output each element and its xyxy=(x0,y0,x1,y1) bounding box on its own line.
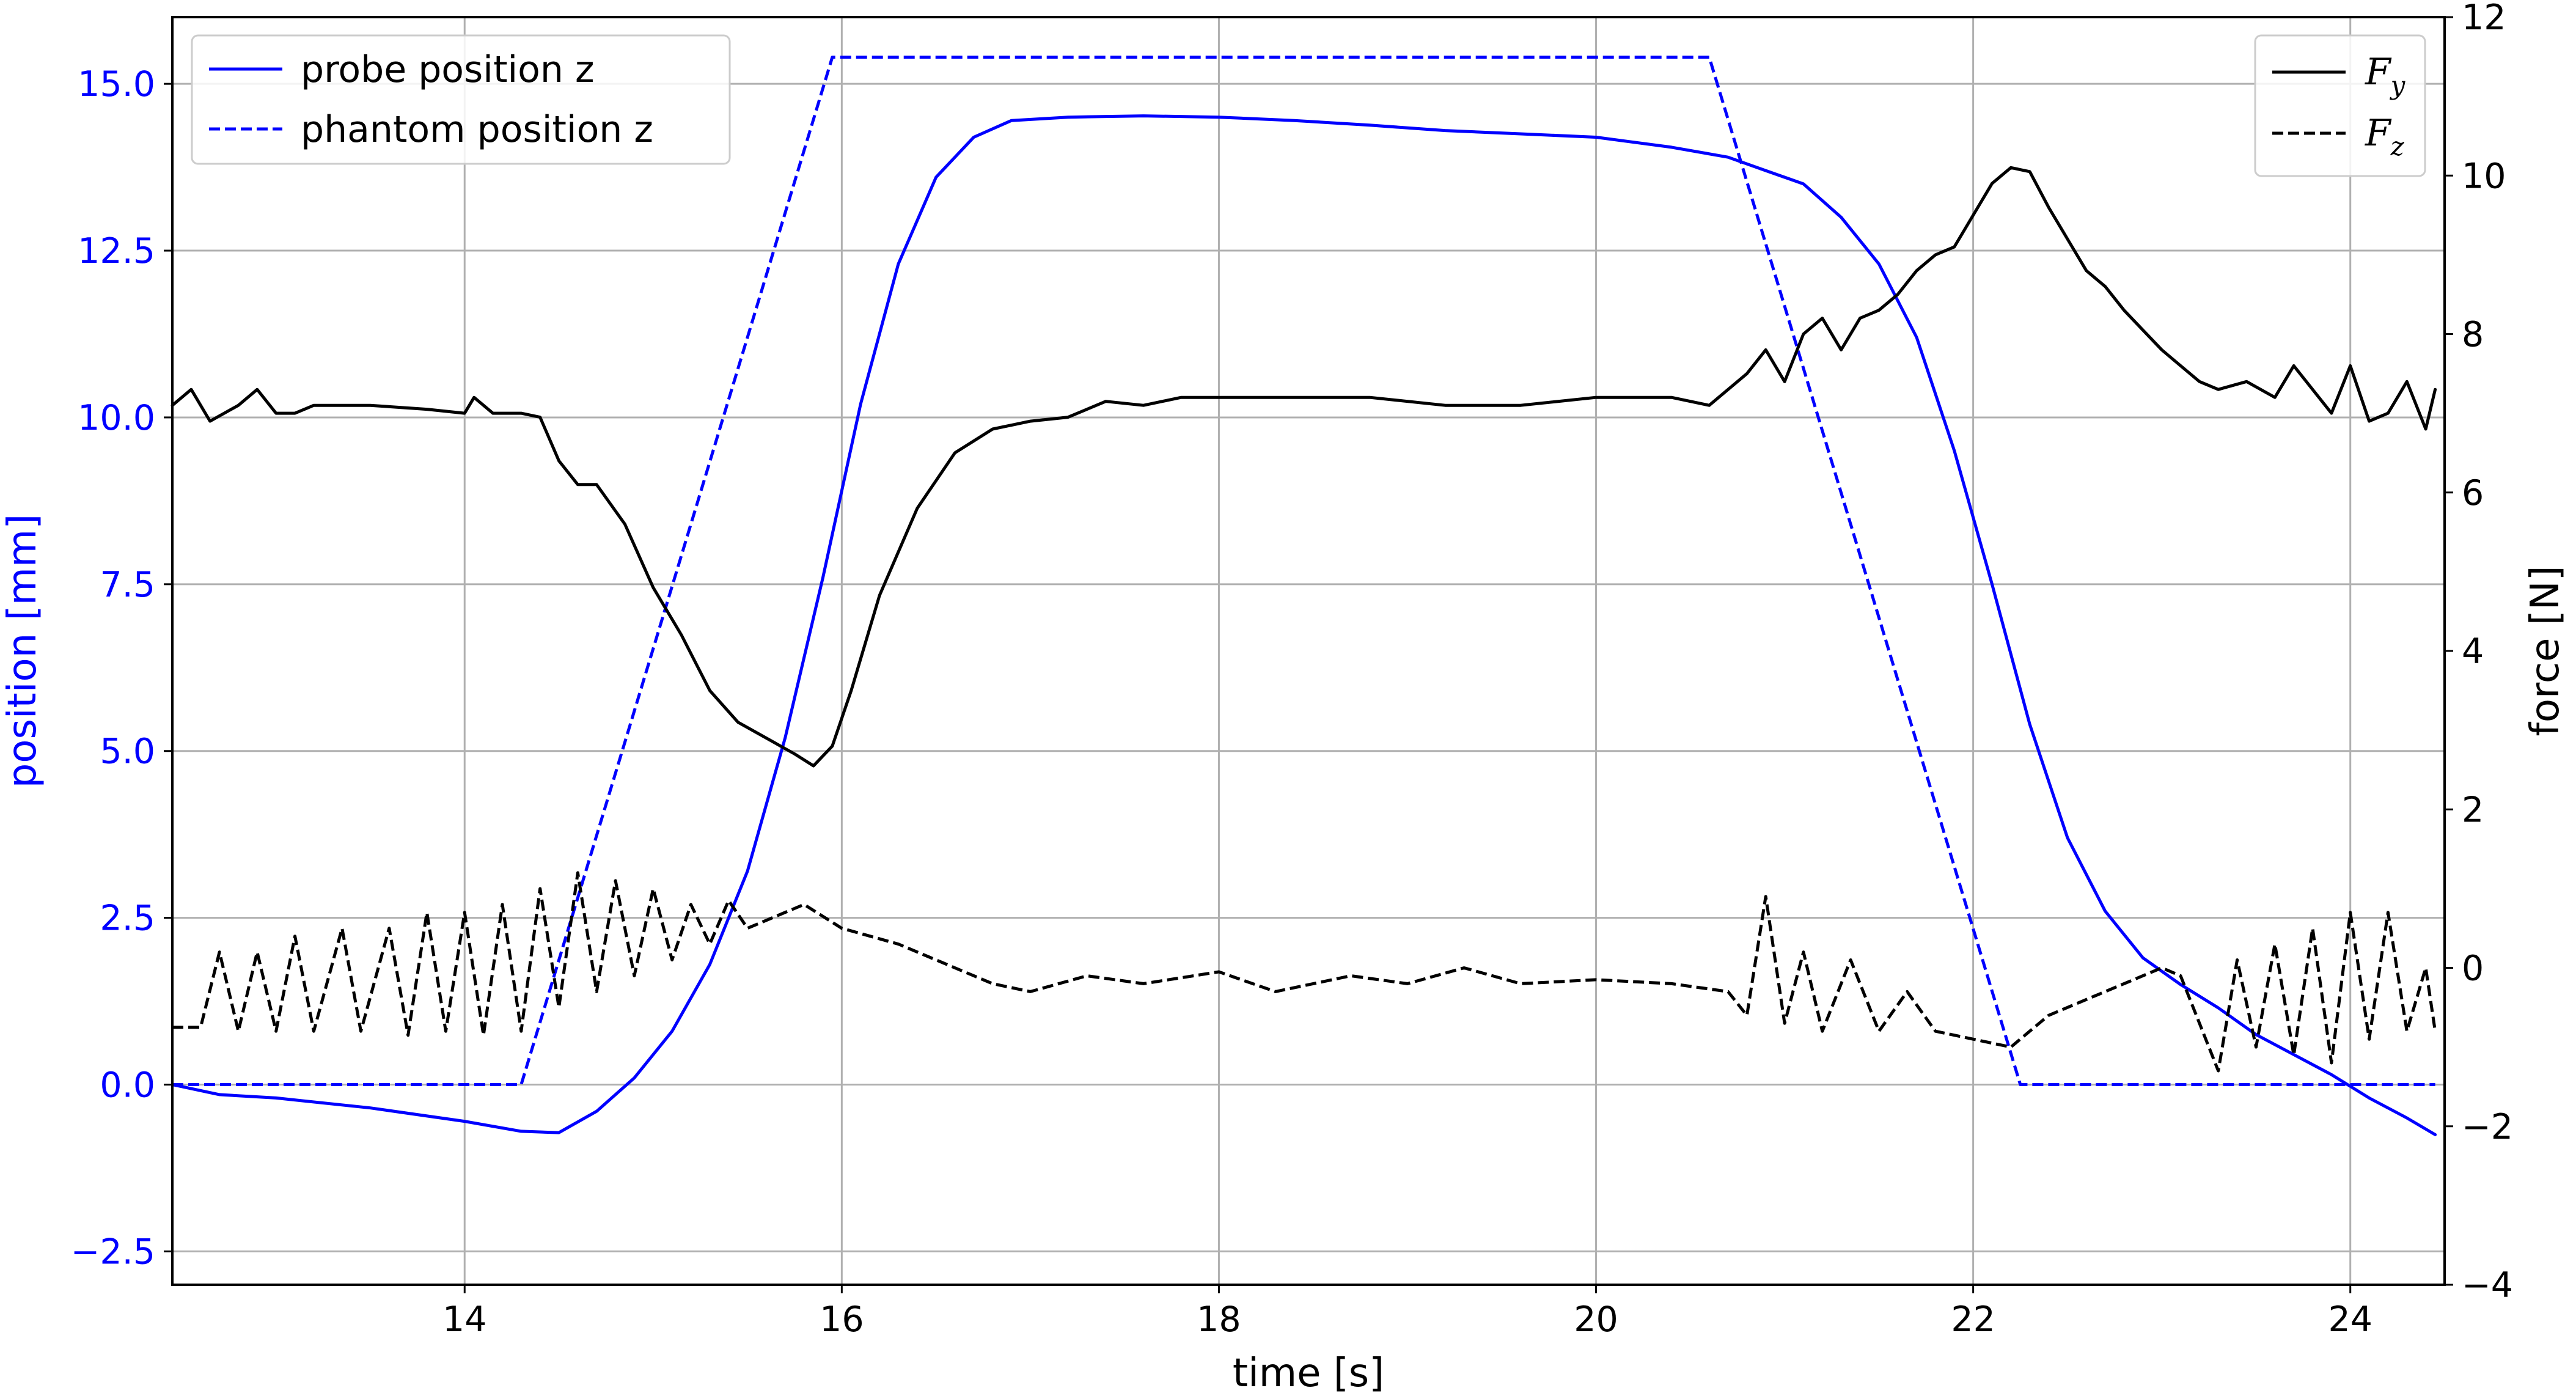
axis-ticks: 14 16 18 20 22 24−2.50.02.55.07.510.012.515.0… xyxy=(71,0,2513,1340)
right-y-tick-label: −2 xyxy=(2462,1107,2513,1147)
x-tick-label: 16 xyxy=(820,1299,864,1340)
x-tick-label: 18 xyxy=(1197,1299,1241,1340)
force-legend: Fy Fz xyxy=(2254,34,2426,177)
right-y-tick-label: −4 xyxy=(2462,1265,2513,1306)
x-tick-label: 22 xyxy=(1951,1299,1995,1340)
left-y-tick-label: 7.5 xyxy=(100,565,155,605)
right-y-tick-label: 4 xyxy=(2462,631,2484,672)
probe-position-legend-label: probe position z xyxy=(301,48,594,91)
probe-position-line xyxy=(171,114,2437,1136)
phantom-position-line xyxy=(172,56,2435,1086)
position-legend: probe position z phantom position z xyxy=(191,34,731,165)
plot-lines xyxy=(171,56,2437,1136)
phantom-position-legend-label: phantom position z xyxy=(301,108,653,151)
left-y-tick-label: 15.0 xyxy=(78,64,155,105)
fy-legend-label: Fy xyxy=(2365,51,2406,100)
right-y-tick-label: 6 xyxy=(2462,473,2484,513)
right-y-tick-label: 10 xyxy=(2462,156,2506,196)
x-tick-label: 14 xyxy=(442,1299,487,1340)
fz-force-line xyxy=(172,871,2437,1073)
left-y-tick-label: 2.5 xyxy=(100,898,155,939)
right-y-tick-label: 12 xyxy=(2462,0,2506,38)
left-y-tick-label: 10.0 xyxy=(78,398,155,438)
right-y-tick-label: 8 xyxy=(2462,315,2484,355)
left-y-tick-label: 12.5 xyxy=(78,231,155,271)
left-y-axis-label: position [mm] xyxy=(0,514,45,788)
fz-legend-base: F xyxy=(2365,112,2392,155)
fy-legend-subscript: y xyxy=(2390,70,2406,100)
fy-force-line xyxy=(171,166,2437,768)
fz-legend-subscript: z xyxy=(2390,131,2405,161)
left-y-tick-label: 5.0 xyxy=(100,732,155,772)
right-y-axis-label: force [N] xyxy=(2523,565,2568,736)
right-y-tick-label: 0 xyxy=(2462,949,2484,989)
x-axis-label: time [s] xyxy=(1233,1351,1384,1396)
fz-legend-label: Fz xyxy=(2365,112,2405,161)
x-tick-label: 24 xyxy=(2328,1299,2372,1340)
left-y-tick-label: 0.0 xyxy=(100,1065,155,1106)
x-tick-label: 20 xyxy=(1574,1299,1618,1340)
left-y-tick-label: −2.5 xyxy=(71,1232,155,1272)
right-y-tick-label: 2 xyxy=(2462,790,2484,830)
position-legend-frame xyxy=(191,34,731,165)
fy-legend-base: F xyxy=(2365,51,2392,94)
grid-lines xyxy=(172,17,2445,1285)
